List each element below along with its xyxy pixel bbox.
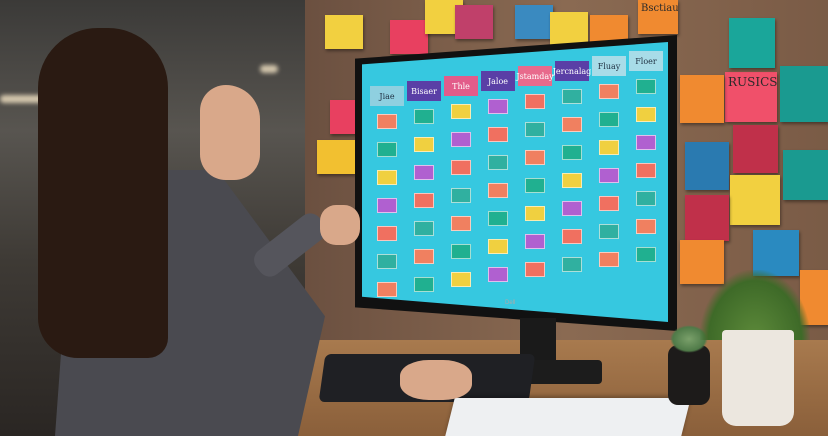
sticky-note xyxy=(550,12,588,46)
task-card[interactable] xyxy=(414,193,434,208)
task-card[interactable] xyxy=(377,226,397,241)
potted-plant xyxy=(700,270,810,340)
sticky-note xyxy=(390,20,428,54)
sticky-note xyxy=(317,140,355,174)
sticky-note xyxy=(515,5,553,39)
column-header[interactable]: Thle xyxy=(444,76,478,96)
task-card[interactable] xyxy=(599,224,619,239)
task-card[interactable] xyxy=(636,247,656,262)
task-card[interactable] xyxy=(488,183,508,198)
task-card[interactable] xyxy=(414,165,434,180)
task-card[interactable] xyxy=(562,145,582,160)
glass-jar xyxy=(668,345,710,405)
column-header[interactable]: Bisaer xyxy=(407,81,441,101)
sticky-note: Bsctiaues xyxy=(638,0,678,34)
task-card[interactable] xyxy=(451,216,471,231)
task-card[interactable] xyxy=(562,117,582,132)
column-header[interactable]: Jiae xyxy=(370,86,404,106)
sticky-note xyxy=(753,230,799,276)
task-card[interactable] xyxy=(525,206,545,221)
task-card[interactable] xyxy=(451,104,471,119)
column-header[interactable]: Jaloe xyxy=(481,71,515,91)
sticky-note xyxy=(685,142,729,190)
task-card[interactable] xyxy=(636,219,656,234)
task-card[interactable] xyxy=(636,163,656,178)
plant-pot xyxy=(722,330,794,426)
task-card[interactable] xyxy=(599,84,619,99)
monitor-brand-logo: Dell xyxy=(505,300,516,306)
task-card[interactable] xyxy=(414,137,434,152)
sticky-note: RUSICS xyxy=(725,72,777,122)
task-card[interactable] xyxy=(525,178,545,193)
task-card[interactable] xyxy=(414,277,434,292)
task-card[interactable] xyxy=(599,168,619,183)
task-card[interactable] xyxy=(636,79,656,94)
task-card[interactable] xyxy=(525,234,545,249)
notebook xyxy=(445,398,691,436)
task-card[interactable] xyxy=(525,150,545,165)
monitor-screen[interactable]: Jiae Bisaer Thle Jaloe Jstamday Jercnalag Flua… xyxy=(362,42,668,322)
task-card[interactable] xyxy=(636,107,656,122)
task-card[interactable] xyxy=(377,254,397,269)
task-card[interactable] xyxy=(377,282,397,297)
sticky-note xyxy=(685,195,729,241)
column-header[interactable]: Jstamday xyxy=(516,66,554,86)
task-card[interactable] xyxy=(414,221,434,236)
task-card[interactable] xyxy=(488,99,508,114)
task-card[interactable] xyxy=(562,89,582,104)
task-card[interactable] xyxy=(377,142,397,157)
task-card[interactable] xyxy=(377,198,397,213)
woman-face xyxy=(200,85,260,180)
task-card[interactable] xyxy=(451,132,471,147)
task-card[interactable] xyxy=(525,262,545,277)
task-card[interactable] xyxy=(599,112,619,127)
column-header[interactable]: Fluay xyxy=(592,56,626,76)
task-card[interactable] xyxy=(377,170,397,185)
woman-hand-touching-screen xyxy=(320,205,360,245)
task-card[interactable] xyxy=(451,244,471,259)
task-card[interactable] xyxy=(599,196,619,211)
task-card[interactable] xyxy=(599,140,619,155)
task-card[interactable] xyxy=(525,122,545,137)
task-card[interactable] xyxy=(451,188,471,203)
task-card[interactable] xyxy=(414,249,434,264)
sticky-note xyxy=(780,66,828,122)
sticky-note xyxy=(733,125,778,173)
task-card[interactable] xyxy=(488,211,508,226)
task-card[interactable] xyxy=(636,135,656,150)
task-card[interactable] xyxy=(451,160,471,175)
task-card[interactable] xyxy=(488,127,508,142)
sticky-note xyxy=(730,175,780,225)
sticky-note xyxy=(680,75,724,123)
task-card[interactable] xyxy=(377,114,397,129)
sticky-note xyxy=(325,15,363,49)
task-card[interactable] xyxy=(488,155,508,170)
column-header[interactable]: Floer xyxy=(629,51,663,71)
task-card[interactable] xyxy=(451,272,471,287)
woman-hand-on-keyboard xyxy=(400,360,472,400)
task-card[interactable] xyxy=(562,229,582,244)
task-card[interactable] xyxy=(414,109,434,124)
task-card[interactable] xyxy=(488,239,508,254)
sticky-note xyxy=(783,150,828,200)
task-card[interactable] xyxy=(562,257,582,272)
task-card[interactable] xyxy=(562,173,582,188)
sticky-note xyxy=(455,5,493,39)
task-card[interactable] xyxy=(636,191,656,206)
ceiling-light xyxy=(260,65,278,73)
task-card[interactable] xyxy=(525,94,545,109)
sticky-note xyxy=(729,18,775,68)
task-card[interactable] xyxy=(488,267,508,282)
woman-hair xyxy=(38,28,168,358)
task-card[interactable] xyxy=(599,252,619,267)
task-card[interactable] xyxy=(562,201,582,216)
column-header[interactable]: Jercnalag xyxy=(553,61,591,81)
